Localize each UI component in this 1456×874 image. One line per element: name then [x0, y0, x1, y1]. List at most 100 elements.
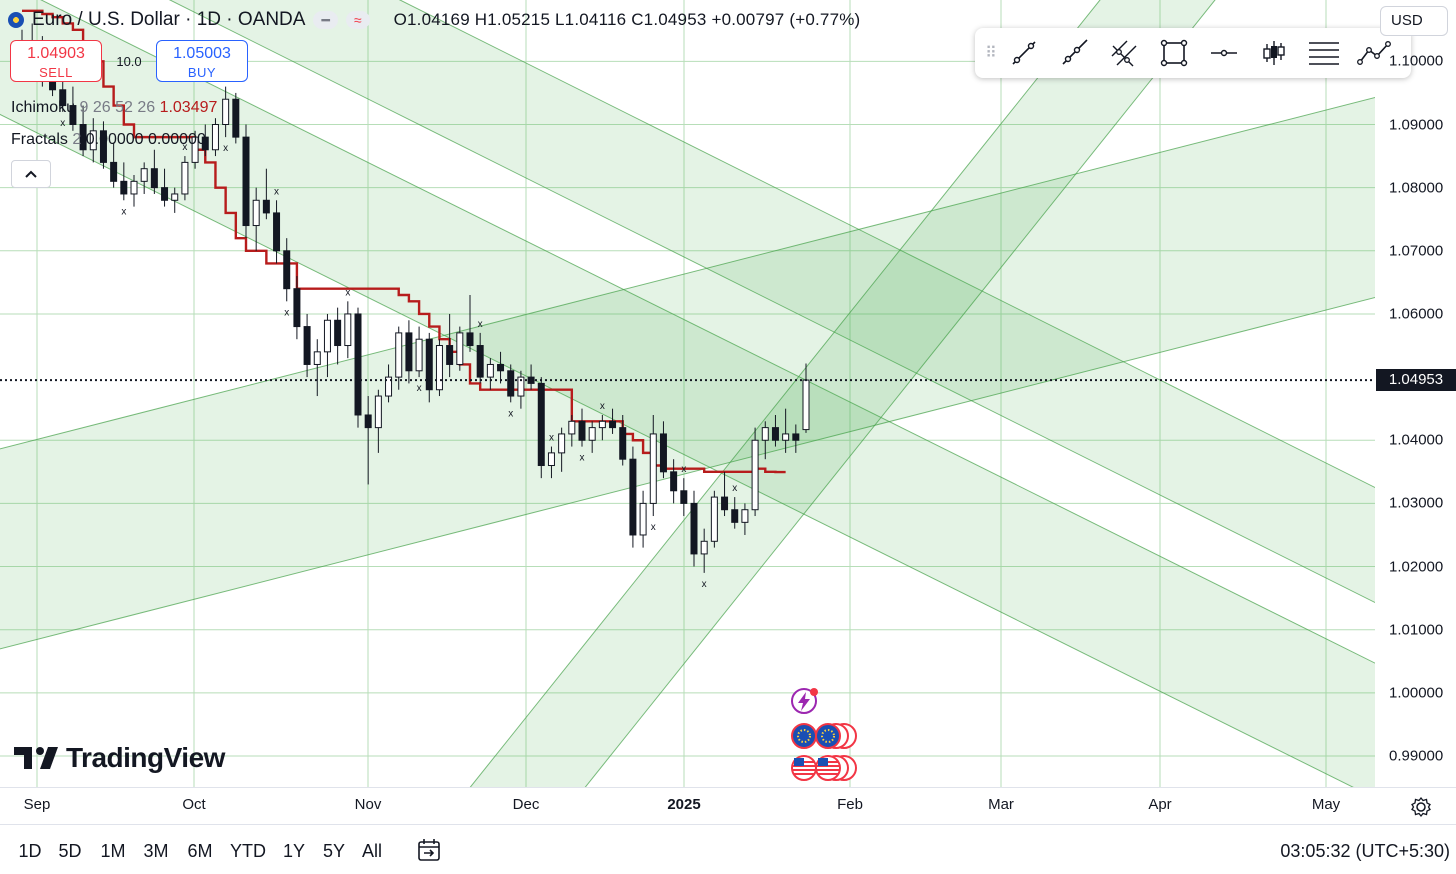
- chart-pane[interactable]: x x x x x x x x x x x x x x x x x: [0, 0, 1375, 787]
- candle-down: [609, 420, 617, 429]
- chevron-up-icon: [25, 170, 37, 178]
- fractal-down-marker: x: [60, 118, 65, 129]
- candle-down: [690, 502, 698, 555]
- trade-buttons: 1.04903 SELL 10.0 1.05003 BUY: [10, 40, 248, 82]
- candle-down: [446, 345, 454, 365]
- candle-down: [69, 105, 77, 125]
- range-button-5y[interactable]: 5Y: [322, 841, 346, 861]
- candle-up: [741, 509, 749, 523]
- candle-up: [517, 376, 525, 397]
- range-button-3m[interactable]: 3M: [143, 841, 169, 861]
- range-button-5d[interactable]: 5D: [58, 841, 82, 861]
- last-price-tag: 1.04953: [1376, 369, 1456, 392]
- candle-down: [425, 338, 433, 391]
- currency-selector[interactable]: USD: [1380, 6, 1448, 36]
- chart-canvas[interactable]: x x x x x x x x x x x x x x x x x: [0, 0, 1375, 787]
- candle-down: [262, 199, 270, 214]
- go-to-date-icon[interactable]: [416, 837, 442, 863]
- price-axis[interactable]: 1.10000 1.09000 1.08000 1.07000 1.06000 1.040…: [1375, 0, 1456, 787]
- indicator-value: 1.03497: [159, 99, 218, 116]
- fib-retracement-icon[interactable]: [1299, 33, 1349, 73]
- candles-icon[interactable]: [1249, 33, 1299, 73]
- candle-up: [252, 199, 260, 227]
- indicator-fractals[interactable]: Fractals 2 0.00000 0.00000: [11, 131, 206, 149]
- range-button-6m[interactable]: 6M: [187, 841, 213, 861]
- symbol-legend[interactable]: Euro / U.S. Dollar · 1D · OANDA ━ ≈ O1.0…: [8, 9, 860, 31]
- symbol-flag-icon: [8, 12, 24, 28]
- buy-price: 1.05003: [173, 45, 231, 62]
- candle-up: [222, 98, 230, 125]
- candle-down: [150, 168, 158, 189]
- candle-up: [649, 433, 657, 504]
- buy-button[interactable]: 1.05003 BUY: [156, 40, 248, 82]
- channel-down-outer-edge: [0, 113, 1354, 787]
- tradingview-logo[interactable]: TradingView: [14, 742, 225, 774]
- market-status-pill[interactable]: ━: [313, 11, 338, 29]
- candle-down: [283, 250, 291, 290]
- indicator-name: Ichimoku: [11, 99, 76, 116]
- x-tick-label: Sep: [23, 796, 51, 813]
- gear-icon[interactable]: [1410, 796, 1432, 818]
- fractal-down-marker: x: [508, 408, 513, 419]
- y-tick-label: 1.03000: [1389, 494, 1444, 512]
- y-tick-label: 1.01000: [1389, 621, 1444, 639]
- x-tick-label: Dec: [512, 796, 540, 813]
- range-button-all[interactable]: All: [361, 841, 383, 861]
- pitchfork-icon[interactable]: [1099, 33, 1149, 73]
- candle-up: [181, 161, 189, 195]
- candle-down: [405, 332, 413, 372]
- candle-down: [161, 187, 169, 201]
- symbol-title[interactable]: Euro / U.S. Dollar · 1D · OANDA: [32, 9, 306, 30]
- y-tick-label: 1.02000: [1389, 558, 1444, 576]
- trend-line-icon[interactable]: [999, 33, 1049, 73]
- fractal-up-marker: x: [478, 319, 483, 330]
- fractal-down-marker: x: [702, 579, 707, 590]
- candle-up: [782, 433, 790, 441]
- clock[interactable]: 03:05:32 (UTC+5:30): [1280, 841, 1450, 861]
- candle-down: [364, 414, 372, 429]
- tradingview-logo-icon: [14, 747, 58, 769]
- range-button-1y[interactable]: 1Y: [282, 841, 306, 861]
- candle-up: [323, 319, 331, 353]
- candle-up: [211, 124, 219, 151]
- rectangle-icon[interactable]: [1149, 33, 1199, 73]
- channel-up-flat-edge: [0, 96, 1375, 450]
- candle-up: [140, 168, 148, 182]
- candle-down: [334, 319, 342, 347]
- sell-label: SELL: [39, 65, 73, 80]
- range-button-1d[interactable]: 1D: [18, 841, 42, 861]
- sell-button[interactable]: 1.04903 SELL: [10, 40, 102, 82]
- candle-down: [79, 124, 87, 151]
- range-button-1m[interactable]: 1M: [100, 841, 126, 861]
- eu-event-icons[interactable]: [791, 723, 857, 749]
- us-event-icons[interactable]: [791, 755, 857, 781]
- ray-icon[interactable]: [1049, 33, 1099, 73]
- candle-down: [303, 326, 311, 365]
- indicator-name: Fractals: [11, 131, 68, 148]
- indicator-params: 9 26 52 26: [79, 99, 156, 116]
- candle-up: [130, 180, 138, 195]
- candle-down: [670, 471, 678, 492]
- candle-down: [619, 427, 627, 460]
- candle-down: [680, 490, 688, 504]
- x-tick-label: May: [1311, 796, 1341, 813]
- candle-down: [99, 130, 107, 163]
- channel-down-inner-edge: [168, 0, 1375, 604]
- indicator-ichimoku[interactable]: Ichimoku 9 26 52 26 1.03497: [11, 99, 217, 117]
- path-icon[interactable]: [1349, 33, 1399, 73]
- drag-handle-icon[interactable]: ⠿: [985, 45, 997, 62]
- fractal-down-marker: x: [580, 453, 585, 464]
- candle-down: [59, 89, 67, 107]
- bottom-toolbar: 1D 5D 1M 3M 6M YTD 1Y 5Y All 03:05:32 (UTC+5:30): [0, 824, 1456, 874]
- x-tick-label: Mar: [988, 796, 1014, 813]
- channel-down-outer: [0, 0, 1375, 787]
- lightning-event-icon[interactable]: [791, 688, 818, 714]
- wave-icon[interactable]: ≈: [345, 11, 370, 29]
- range-button-ytd[interactable]: YTD: [230, 841, 266, 861]
- collapse-legend-button[interactable]: [11, 160, 51, 188]
- horizontal-ray-icon[interactable]: [1199, 33, 1249, 73]
- candle-up: [415, 338, 423, 372]
- time-axis[interactable]: Sep Oct Nov Dec 2025 Feb Mar Apr May: [0, 787, 1456, 825]
- candle-up: [568, 420, 576, 435]
- economic-events[interactable]: [786, 686, 862, 791]
